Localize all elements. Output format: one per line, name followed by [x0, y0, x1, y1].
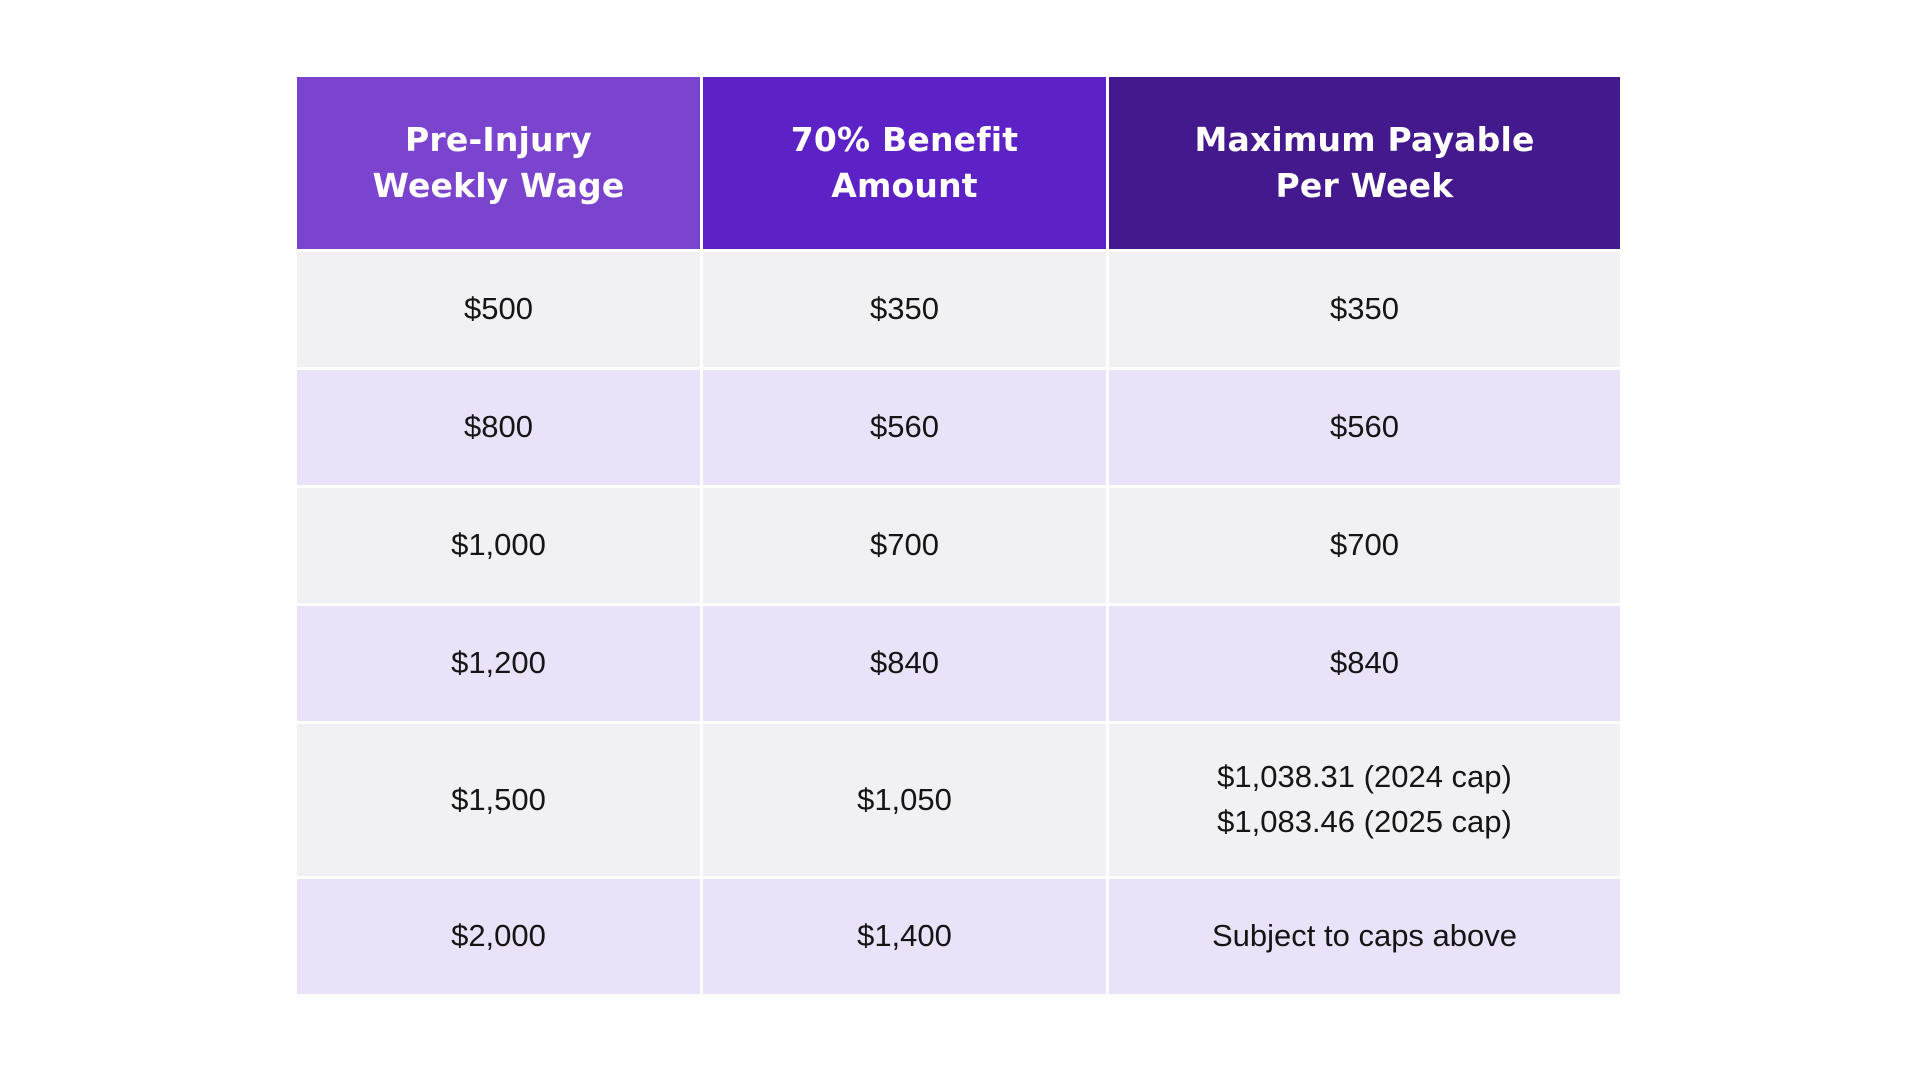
cell-max: $350: [1109, 252, 1620, 367]
cell-benefit: $560: [703, 370, 1106, 485]
cell-max: $840: [1109, 606, 1620, 721]
benefit-table: Pre-Injury Weekly Wage 70% Benefit Amoun…: [297, 77, 1620, 994]
cell-benefit: $350: [703, 252, 1106, 367]
cell-wage: $800: [297, 370, 700, 485]
cell-benefit: $840: [703, 606, 1106, 721]
header-70-percent-benefit-amount: 70% Benefit Amount: [703, 77, 1106, 249]
cell-benefit: $700: [703, 488, 1106, 603]
cell-max: Subject to caps above: [1109, 879, 1620, 994]
cell-max: $700: [1109, 488, 1620, 603]
cell-wage: $2,000: [297, 879, 700, 994]
cell-wage: $1,200: [297, 606, 700, 721]
cell-max: $560: [1109, 370, 1620, 485]
cell-wage: $1,500: [297, 724, 700, 876]
cell-wage: $500: [297, 252, 700, 367]
cell-benefit: $1,400: [703, 879, 1106, 994]
header-pre-injury-weekly-wage: Pre-Injury Weekly Wage: [297, 77, 700, 249]
cell-max: $1,038.31 (2024 cap) $1,083.46 (2025 cap…: [1109, 724, 1620, 876]
cell-wage: $1,000: [297, 488, 700, 603]
cell-benefit: $1,050: [703, 724, 1106, 876]
header-maximum-payable-per-week: Maximum Payable Per Week: [1109, 77, 1620, 249]
